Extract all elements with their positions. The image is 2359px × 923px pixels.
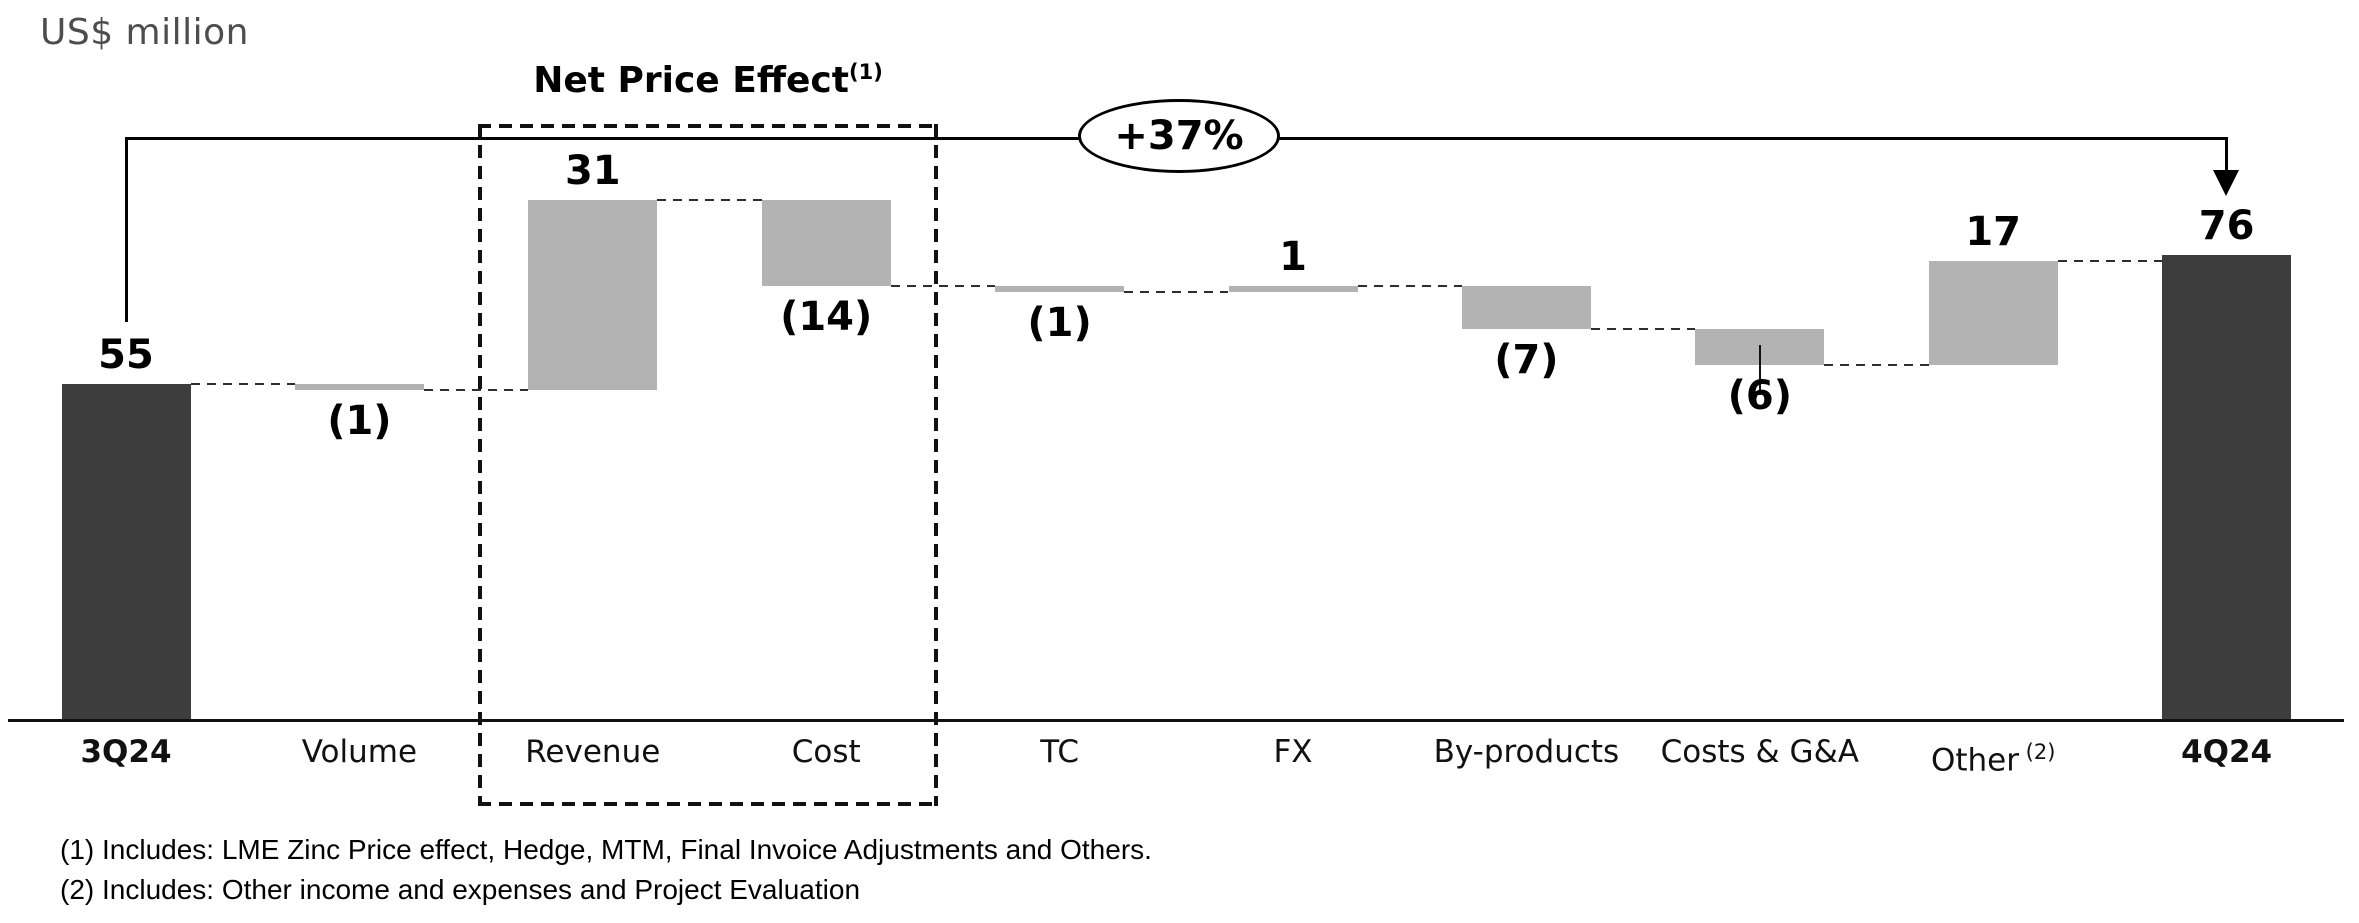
growth-arrow-left-segment: [125, 137, 128, 322]
category-label-fx: FX: [1177, 732, 1410, 772]
growth-percent-label: +37%: [1114, 113, 1244, 159]
category-label-tc: TC: [943, 732, 1176, 772]
bar-by-products: [1461, 285, 1591, 329]
net-price-box-left-edge: [478, 124, 482, 806]
footnote-2: (2) Includes: Other income and expenses …: [60, 874, 861, 905]
connector-costs-ga-other: [1824, 364, 1929, 367]
bar-revenue: [528, 199, 658, 390]
bar-4q24: [2162, 255, 2292, 721]
category-label-4q24: 4Q24: [2110, 732, 2343, 772]
category-label-text: Other: [1930, 742, 2019, 779]
connector-volume-revenue: [423, 388, 529, 391]
net-price-box-bottom-edge: [478, 802, 938, 806]
category-label-text: 3Q24: [80, 734, 172, 770]
growth-arrow-head-icon: [2213, 170, 2239, 196]
category-label-text: By-products: [1433, 734, 1620, 770]
net-price-effect-text: Net Price Effect: [533, 60, 849, 101]
value-label-volume: (1): [327, 397, 392, 444]
bar-cost: [761, 199, 891, 286]
footnote-1: (1) Includes: LME Zinc Price effect, Hed…: [60, 834, 1152, 865]
value-label-by-products: (7): [1494, 336, 1559, 383]
category-label-text: Revenue: [525, 734, 661, 770]
connector-other-4q24: [2057, 260, 2163, 263]
bar-tc: [995, 285, 1125, 292]
connector-tc-fx: [1124, 290, 1229, 293]
value-label-tc: (1): [1027, 299, 1092, 346]
category-label-text: TC: [1040, 734, 1079, 770]
category-label-text: FX: [1273, 734, 1313, 770]
connector-by-products-costs-ga: [1590, 327, 1696, 330]
bar-fx: [1228, 285, 1358, 292]
growth-arrow-right-segment: [2225, 137, 2228, 172]
category-label-revenue: Revenue: [476, 732, 709, 772]
net-price-effect-footnote-ref: (1): [848, 60, 883, 84]
connector-cost-tc: [890, 284, 996, 287]
category-label-other: Other (2): [1877, 732, 2110, 778]
category-label-by-products: By-products: [1410, 732, 1643, 772]
bar-volume: [294, 383, 424, 390]
category-label-cost: Cost: [710, 732, 943, 772]
growth-percent-badge: +37%: [1078, 99, 1280, 173]
connector-3q24-volume: [190, 382, 295, 385]
connector-revenue-cost: [657, 198, 762, 201]
category-footnote-ref: (2): [2018, 740, 2056, 764]
category-label-3q24: 3Q24: [10, 732, 243, 772]
bar-3q24: [61, 383, 191, 721]
category-label-text: Volume: [301, 734, 418, 770]
value-label-costs-ga: (6): [1727, 373, 1792, 420]
value-label-cost: (14): [780, 293, 873, 340]
bar-other: [1928, 261, 2058, 366]
value-label-4q24: 76: [2198, 203, 2255, 250]
footnotes: (1) Includes: LME Zinc Price effect, Hed…: [60, 830, 1152, 910]
connector-fx-by-products: [1357, 284, 1462, 287]
leader-line-costs-ga: [1758, 344, 1761, 396]
value-label-revenue: 31: [564, 147, 621, 194]
x-axis-line: [8, 719, 2344, 722]
net-price-box-right-edge: [934, 124, 938, 806]
category-label-text: Cost: [791, 734, 861, 770]
category-label-text: Costs & G&A: [1660, 734, 1859, 770]
value-label-3q24: 55: [98, 331, 154, 378]
net-price-effect-label: Net Price Effect(1): [478, 60, 938, 101]
chart-title: US$ million: [40, 12, 249, 53]
net-price-box-top-edge: [478, 124, 938, 128]
category-label-costs-ga: Costs & G&A: [1643, 732, 1876, 772]
category-label-text: 4Q24: [2181, 734, 2273, 770]
value-label-other: 17: [1965, 209, 2022, 256]
value-label-fx: 1: [1279, 233, 1307, 280]
category-label-volume: Volume: [243, 732, 476, 772]
